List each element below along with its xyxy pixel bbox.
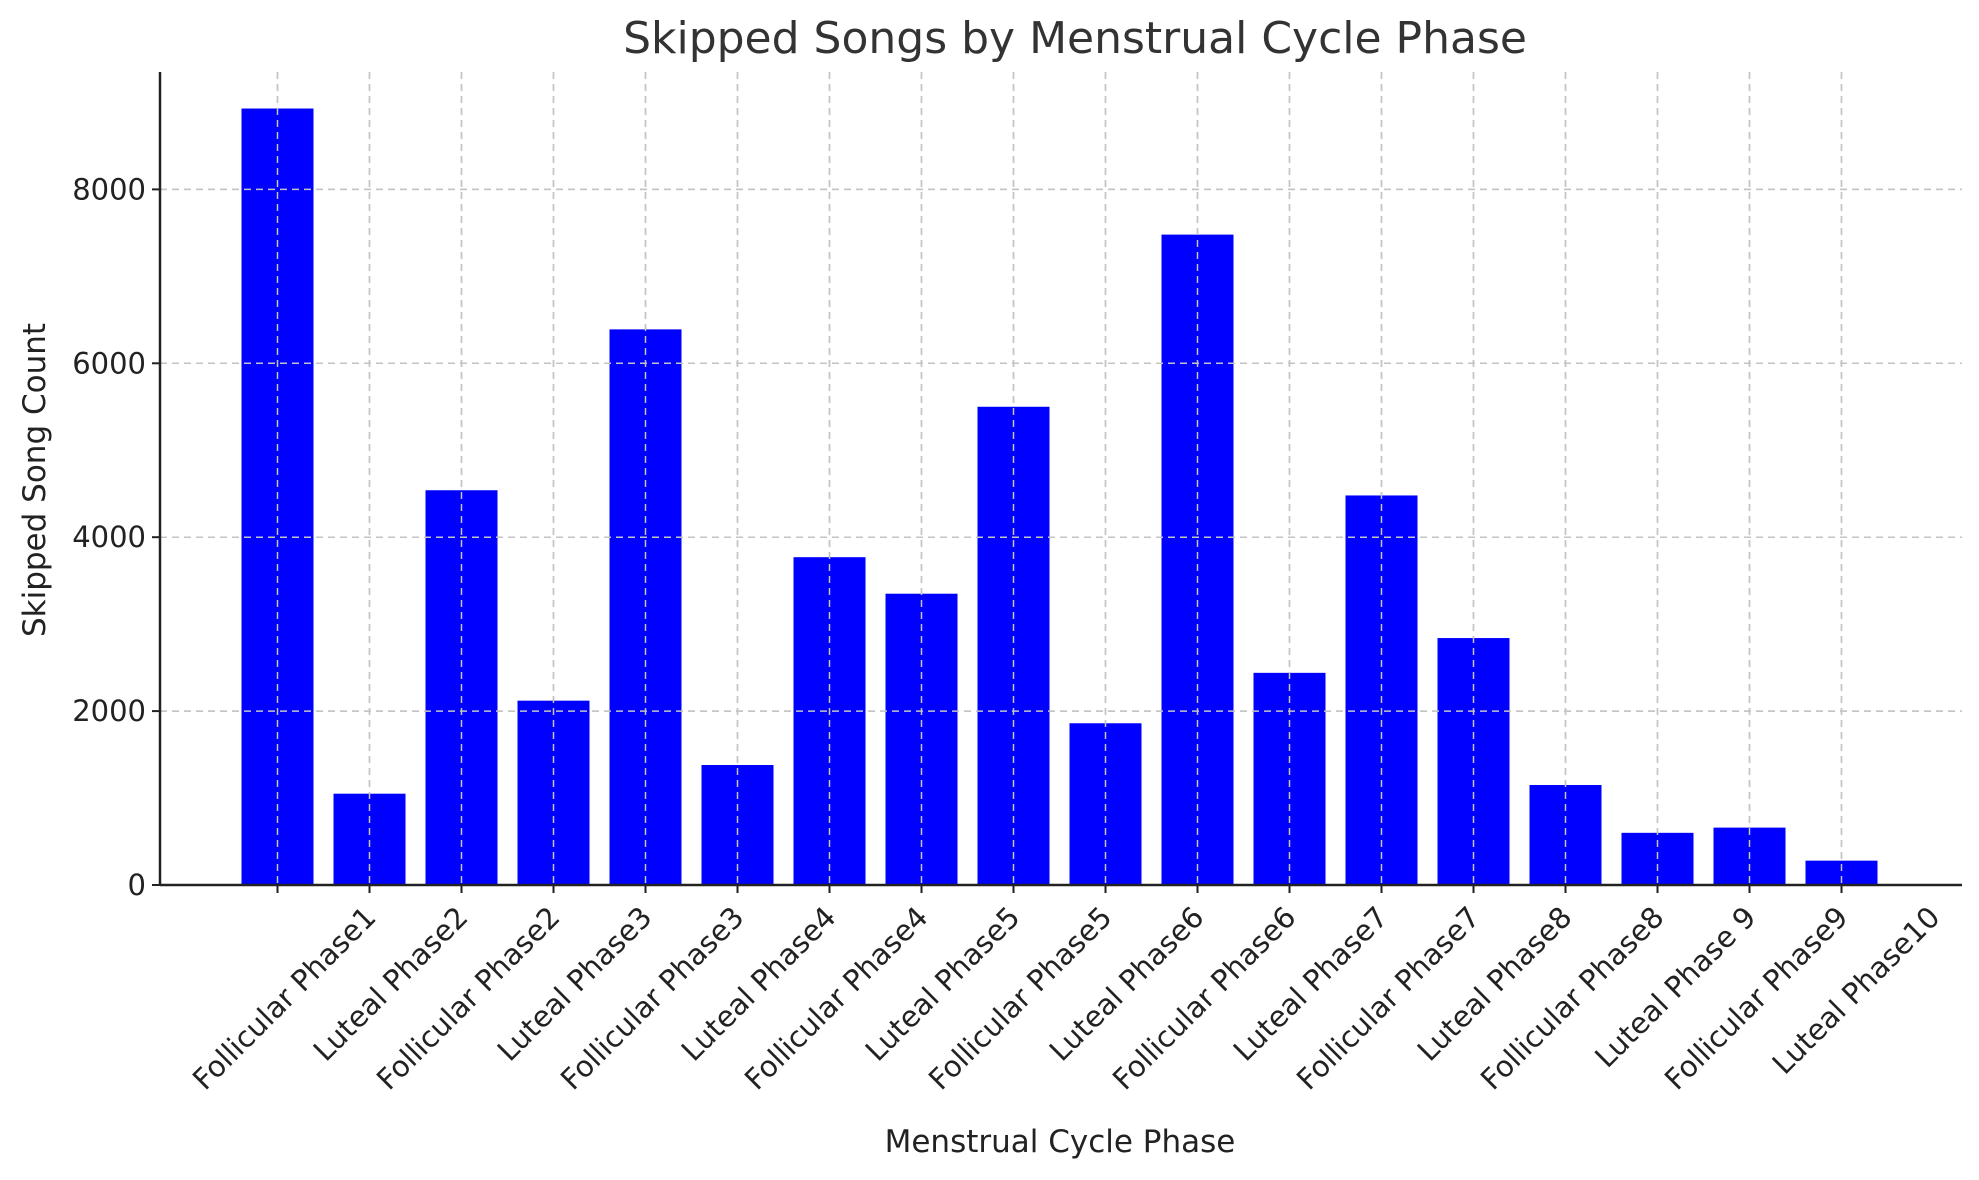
x-tick-label: Luteal Phase10 [1766, 900, 1947, 1081]
chart-title: Skipped Songs by Menstrual Cycle Phase [623, 13, 1527, 64]
x-tick-label: Luteal Phase3 [491, 900, 659, 1068]
bar [1161, 234, 1234, 886]
y-tick-label: 8000 [72, 172, 146, 206]
y-tick-label: 0 [128, 868, 146, 902]
y-tick-label: 4000 [72, 520, 146, 554]
x-tick-label: Luteal Phase5 [859, 900, 1027, 1068]
x-tick-label: Luteal Phase7 [1227, 900, 1395, 1068]
bars [160, 72, 1962, 886]
x-tick-label: Luteal Phase8 [1411, 900, 1579, 1068]
x-axis-label: Menstrual Cycle Phase [885, 1124, 1236, 1160]
axes [152, 72, 1962, 893]
bar [977, 406, 1050, 885]
x-tick-label: Luteal Phase4 [675, 900, 843, 1068]
x-tick-label: Luteal Phase2 [307, 900, 475, 1068]
y-axis-label: Skipped Song Count [17, 323, 53, 637]
y-tick-labels: 0 2000 4000 6000 8000 [72, 172, 146, 902]
y-tick-label: 6000 [72, 346, 146, 380]
y-tick-label: 2000 [72, 694, 146, 728]
x-tick-label: Luteal Phase6 [1043, 900, 1211, 1068]
x-tick-label: Luteal Phase 9 [1588, 900, 1762, 1074]
